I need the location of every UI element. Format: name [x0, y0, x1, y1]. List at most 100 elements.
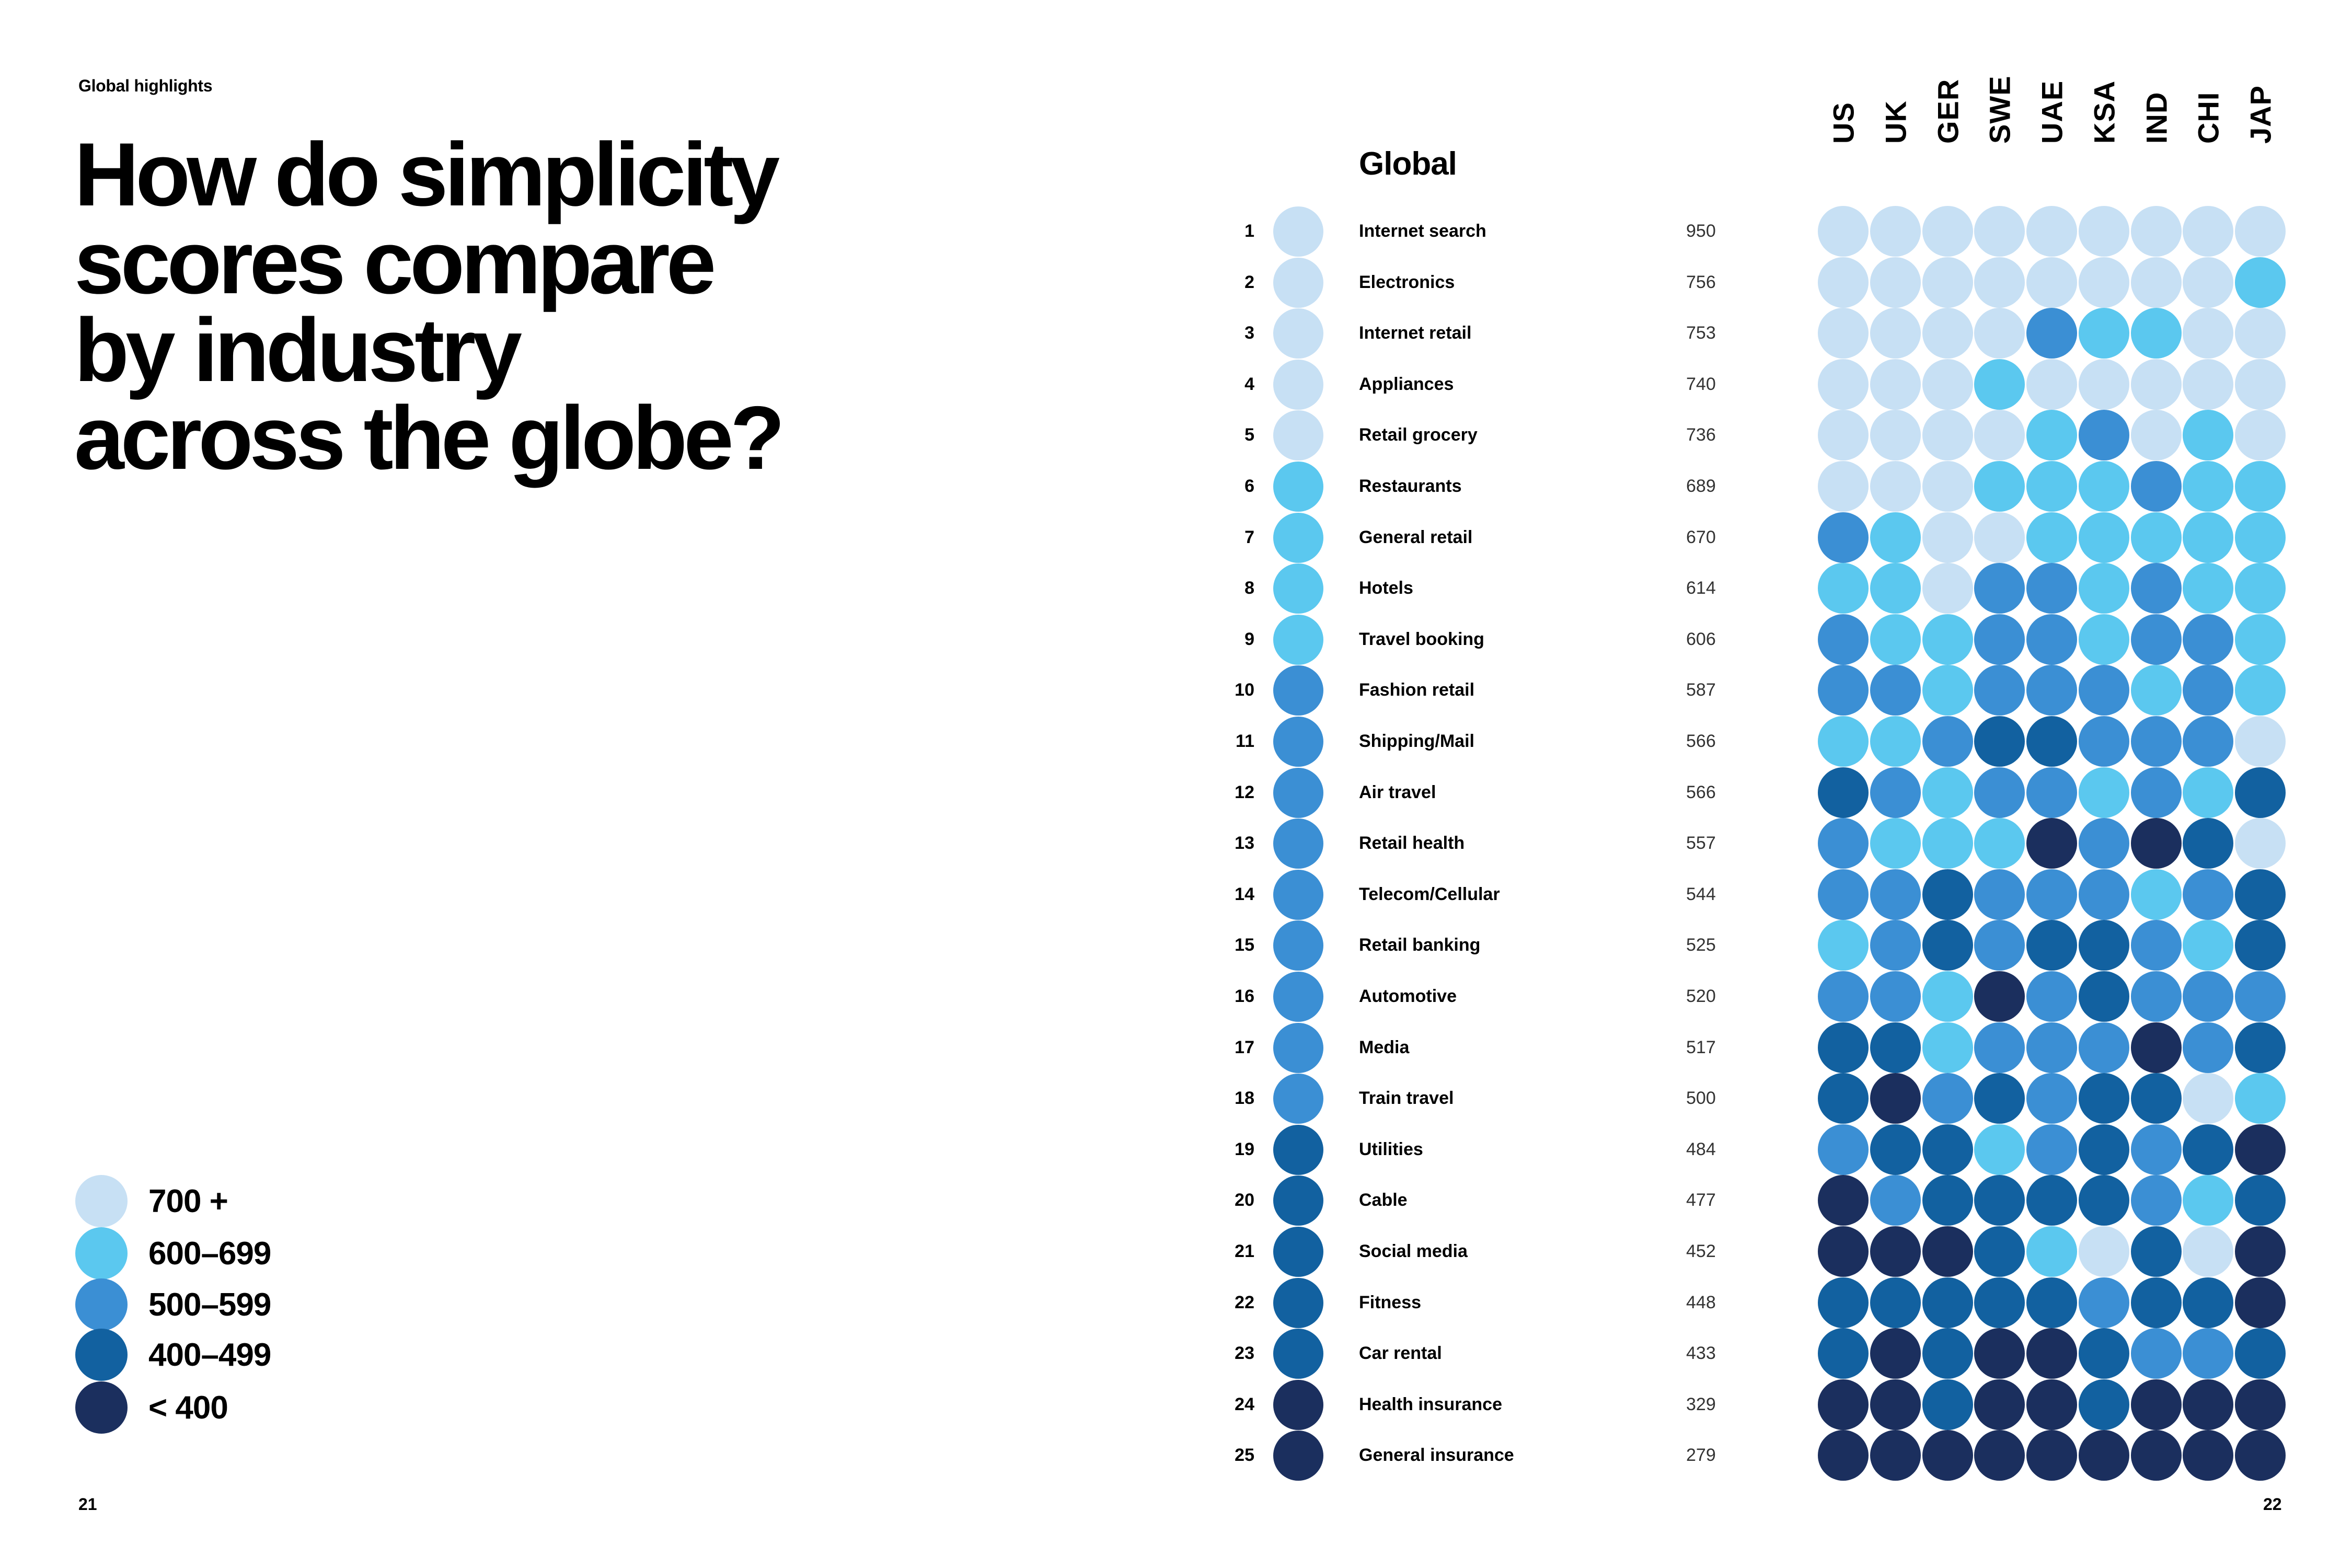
table-row: 5 Retail grocery 736 — [0, 410, 2352, 461]
global-score-value: 477 — [1686, 1190, 1716, 1210]
legend-label: < 400 — [148, 1389, 228, 1426]
table-row: 1 Internet search 950 — [0, 206, 2352, 257]
industry-label: Fashion retail — [1359, 680, 1475, 700]
country-score-dot — [1974, 920, 2025, 971]
industry-label: Air travel — [1359, 782, 1436, 802]
country-score-dot — [1870, 1124, 1921, 1175]
country-score-dot — [1870, 920, 1921, 971]
country-score-dot — [1870, 257, 1921, 308]
country-score-dot — [2183, 410, 2234, 461]
country-score-dot — [1818, 1226, 1869, 1277]
country-score-dot — [2235, 1226, 2286, 1277]
country-score-dot — [1922, 308, 1973, 359]
global-column-title: Global — [1359, 146, 1457, 182]
country-score-dot — [2183, 1175, 2234, 1226]
country-score-dot — [1870, 716, 1921, 767]
country-score-dot — [2130, 512, 2182, 563]
global-score-dot — [1273, 1379, 1323, 1430]
country-score-dot — [1922, 1277, 1973, 1328]
country-score-dot — [2235, 1430, 2286, 1481]
country-score-dot — [1974, 1430, 2025, 1481]
country-score-dot — [2183, 971, 2234, 1022]
country-score-dot — [2130, 1277, 2182, 1328]
country-score-dot — [1974, 512, 2025, 563]
global-score-dot — [1273, 462, 1323, 512]
country-score-dot — [1974, 869, 2025, 920]
country-score-dot — [1818, 512, 1869, 563]
country-header: CHI — [2185, 21, 2232, 178]
country-score-dot — [2130, 1226, 2182, 1277]
table-row: 19 Utilities 484 — [0, 1124, 2352, 1175]
global-score-dot — [1273, 767, 1323, 818]
country-score-dot — [1974, 1226, 2025, 1277]
country-score-dot — [1818, 767, 1869, 818]
page-number-left: 21 — [78, 1495, 97, 1514]
country-score-dot — [1870, 614, 1921, 665]
global-score-dot — [1273, 818, 1323, 869]
rank-label: 25 — [1235, 1445, 1254, 1466]
industry-label: Train travel — [1359, 1088, 1454, 1109]
country-score-dot — [2235, 818, 2286, 869]
country-score-dot — [2130, 1328, 2182, 1379]
rank-label: 1 — [1244, 221, 1254, 241]
country-score-dot — [1870, 563, 1921, 614]
country-score-dot — [2026, 920, 2077, 971]
country-score-dot — [2183, 359, 2234, 410]
country-score-dot — [2026, 206, 2077, 257]
country-score-dot — [2078, 1430, 2129, 1481]
global-score-dot — [1273, 1431, 1323, 1481]
country-score-dot — [2235, 920, 2286, 971]
country-score-dot — [1870, 1430, 1921, 1481]
country-score-dot — [2026, 1022, 2077, 1073]
page-headline: How do simplicity scores compare by indu… — [74, 130, 937, 483]
country-score-dot — [2235, 1124, 2286, 1175]
country-score-dot — [2130, 308, 2182, 359]
industry-label: Automotive — [1359, 986, 1457, 1006]
industry-label: Car rental — [1359, 1343, 1442, 1364]
industry-label: Utilities — [1359, 1139, 1423, 1159]
country-score-dot — [1974, 1175, 2025, 1226]
global-score-value: 736 — [1686, 425, 1716, 445]
country-score-dot — [1922, 869, 1973, 920]
country-label: US — [1827, 102, 1860, 144]
country-score-dot — [1974, 461, 2025, 512]
global-score-value: 329 — [1686, 1394, 1716, 1414]
country-score-dot — [2130, 461, 2182, 512]
country-score-dot — [1974, 1328, 2025, 1379]
country-score-dot — [2235, 1379, 2286, 1430]
country-score-dot — [1870, 308, 1921, 359]
country-score-dot — [2026, 614, 2077, 665]
rank-label: 8 — [1244, 578, 1254, 598]
country-score-dot — [2078, 767, 2129, 818]
country-score-dot — [2026, 1226, 2077, 1277]
country-score-dot — [2078, 920, 2129, 971]
global-score-dot — [1273, 512, 1323, 563]
country-score-dot — [2026, 1379, 2077, 1430]
country-score-dot — [1974, 716, 2025, 767]
country-score-dot — [1818, 1073, 1869, 1124]
industry-label: Internet retail — [1359, 323, 1472, 343]
country-score-dot — [1922, 359, 1973, 410]
table-row: 15 Retail banking 525 — [0, 920, 2352, 971]
country-score-dot — [2026, 665, 2077, 716]
global-score-value: 606 — [1686, 629, 1716, 649]
global-score-value: 433 — [1686, 1343, 1716, 1364]
country-score-dot — [1922, 767, 1973, 818]
rank-label: 19 — [1235, 1139, 1254, 1159]
country-score-dot — [1870, 1379, 1921, 1430]
country-score-dot — [1922, 818, 1973, 869]
table-row: 14 Telecom/Cellular 544 — [0, 869, 2352, 920]
rank-label: 11 — [1236, 731, 1254, 751]
country-score-dot — [1818, 1124, 1869, 1175]
country-score-dot — [2183, 1226, 2234, 1277]
legend-swatch — [75, 1175, 128, 1227]
legend-label: 700 + — [148, 1183, 228, 1219]
table-row: 12 Air travel 566 — [0, 767, 2352, 818]
industry-label: Appliances — [1359, 374, 1454, 394]
rank-label: 21 — [1235, 1241, 1254, 1261]
country-score-dot — [2130, 563, 2182, 614]
table-row: 9 Travel booking 606 — [0, 614, 2352, 665]
country-score-dot — [1974, 308, 2025, 359]
table-row: 21 Social media 452 — [0, 1226, 2352, 1277]
country-score-dot — [2078, 257, 2129, 308]
